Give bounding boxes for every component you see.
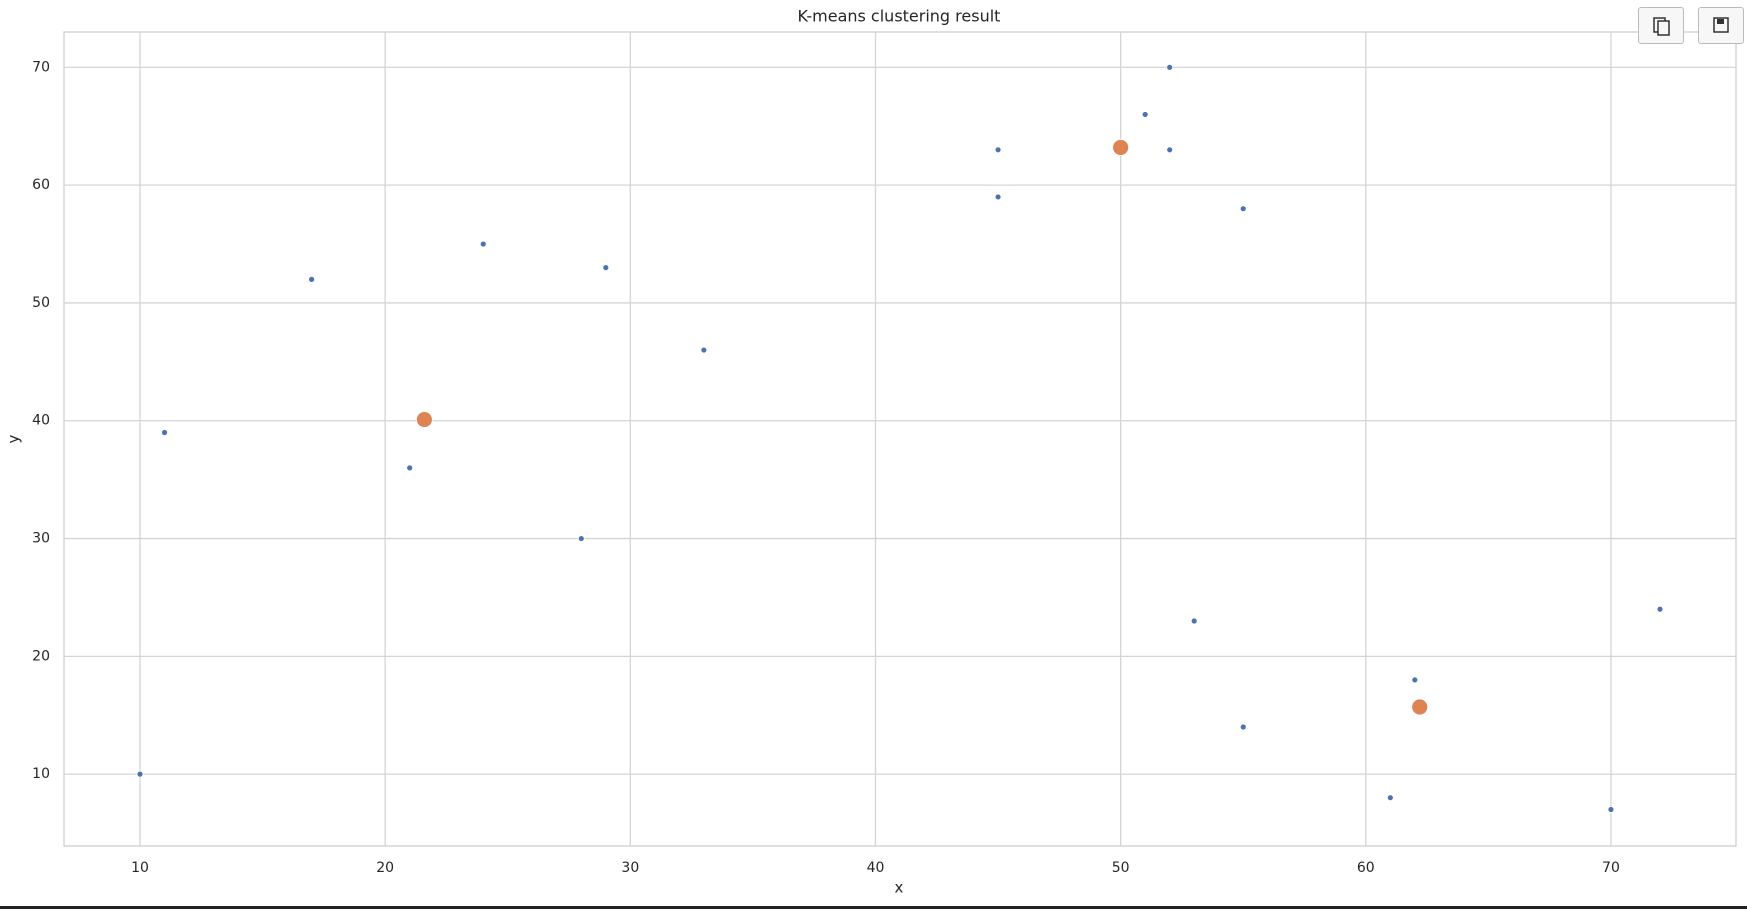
data-point (1190, 617, 1198, 625)
data-point (1386, 794, 1394, 802)
save-button[interactable] (1698, 7, 1744, 44)
y-tick-label: 60 (32, 177, 50, 193)
data-point (1239, 205, 1247, 213)
copy-button[interactable] (1638, 7, 1684, 44)
x-tick-label: 60 (1357, 860, 1375, 876)
data-point (161, 429, 168, 436)
plot-area (63, 31, 1737, 847)
data-point (1411, 698, 1429, 716)
data-point (1166, 146, 1174, 154)
copy-icon (1653, 17, 1670, 36)
data-point (1166, 63, 1174, 71)
x-tick-label: 10 (131, 860, 149, 876)
data-point (1112, 139, 1130, 156)
x-tick-label: 30 (621, 860, 639, 876)
chart-title: K-means clustering result (798, 7, 1001, 26)
y-axis-label: y (5, 434, 23, 443)
y-tick-label: 40 (32, 413, 50, 429)
data-point (1607, 806, 1615, 813)
data-point (1239, 723, 1247, 731)
x-tick-label: 20 (376, 860, 394, 876)
data-point (406, 464, 414, 472)
data-point (602, 264, 610, 272)
data-point (136, 770, 144, 778)
y-tick-label: 50 (32, 295, 50, 311)
data-point (308, 275, 316, 283)
data-point (415, 411, 433, 428)
save-icon (1713, 17, 1729, 33)
y-tick-label: 30 (32, 531, 50, 547)
data-point (1141, 111, 1149, 118)
x-tick-label: 70 (1602, 860, 1620, 876)
x-axis-label: x (895, 879, 904, 897)
y-tick-label: 70 (32, 59, 50, 75)
data-point (1656, 605, 1664, 613)
data-point (994, 193, 1002, 201)
data-point (700, 346, 708, 354)
y-tick-label: 20 (32, 648, 50, 664)
data-point (1411, 676, 1419, 684)
x-tick-label: 40 (867, 860, 885, 876)
data-point (577, 535, 585, 542)
data-point (479, 240, 487, 248)
x-tick-label: 50 (1112, 860, 1130, 876)
data-point (994, 146, 1002, 154)
y-tick-label: 10 (32, 766, 50, 782)
